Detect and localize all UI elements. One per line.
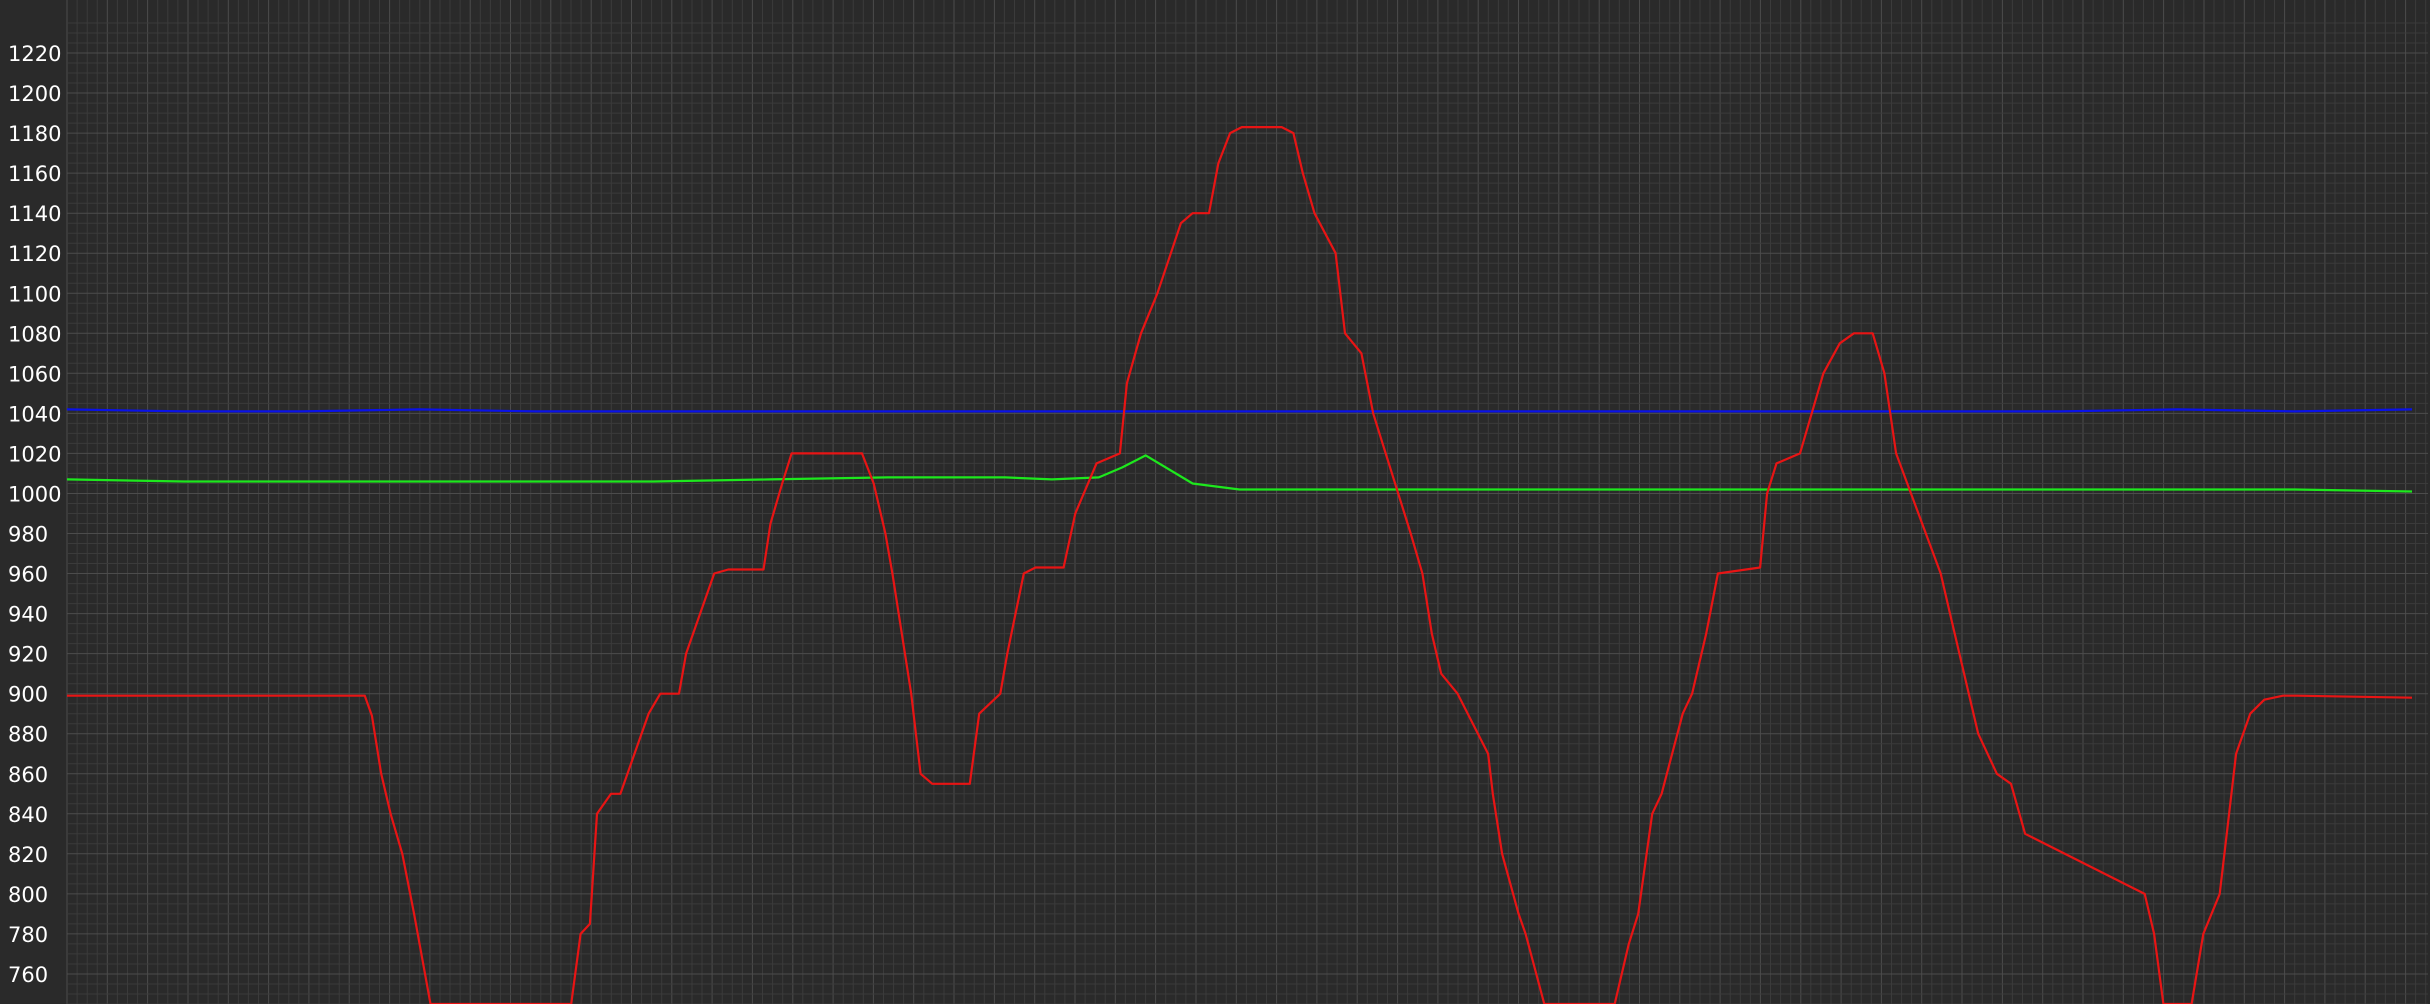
y-tick-label: 940 <box>8 603 48 627</box>
series-line-3 <box>67 125 2413 1004</box>
y-tick-label: 980 <box>8 523 48 547</box>
y-tick-label: 1120 <box>8 242 61 266</box>
series-line-2 <box>66 454 2413 493</box>
y-tick-label: 1060 <box>8 362 61 386</box>
y-tick-label: 900 <box>8 683 48 707</box>
y-tick-label: 1040 <box>8 402 61 426</box>
y-tick-label: 1100 <box>8 282 61 306</box>
grid-lines <box>66 0 2428 1004</box>
y-tick-label: 1080 <box>8 322 61 346</box>
y-tick-label: 780 <box>8 923 48 947</box>
y-tick-label: 800 <box>8 883 48 907</box>
y-tick-label: 860 <box>8 763 48 787</box>
y-tick-label: 1020 <box>8 442 61 466</box>
y-tick-label: 820 <box>8 843 48 867</box>
y-axis-tick-labels: 760 780 800 820 840 860 880 900 920 940 960 980 1000… <box>8 42 61 987</box>
y-tick-label: 960 <box>8 563 48 587</box>
y-tick-label: 760 <box>8 963 48 987</box>
y-tick-label: 1180 <box>8 122 61 146</box>
y-tick-label: 880 <box>8 723 48 747</box>
y-tick-label: 920 <box>8 643 48 667</box>
y-tick-label: 1220 <box>8 42 61 66</box>
y-tick-label: 1160 <box>8 162 61 186</box>
series-lines <box>66 125 2413 1004</box>
y-tick-label: 840 <box>8 803 48 827</box>
y-tick-label: 1200 <box>8 82 61 106</box>
series-line-1 <box>66 408 2413 413</box>
y-tick-label: 1000 <box>8 483 61 507</box>
y-tick-label: 1140 <box>8 202 61 226</box>
